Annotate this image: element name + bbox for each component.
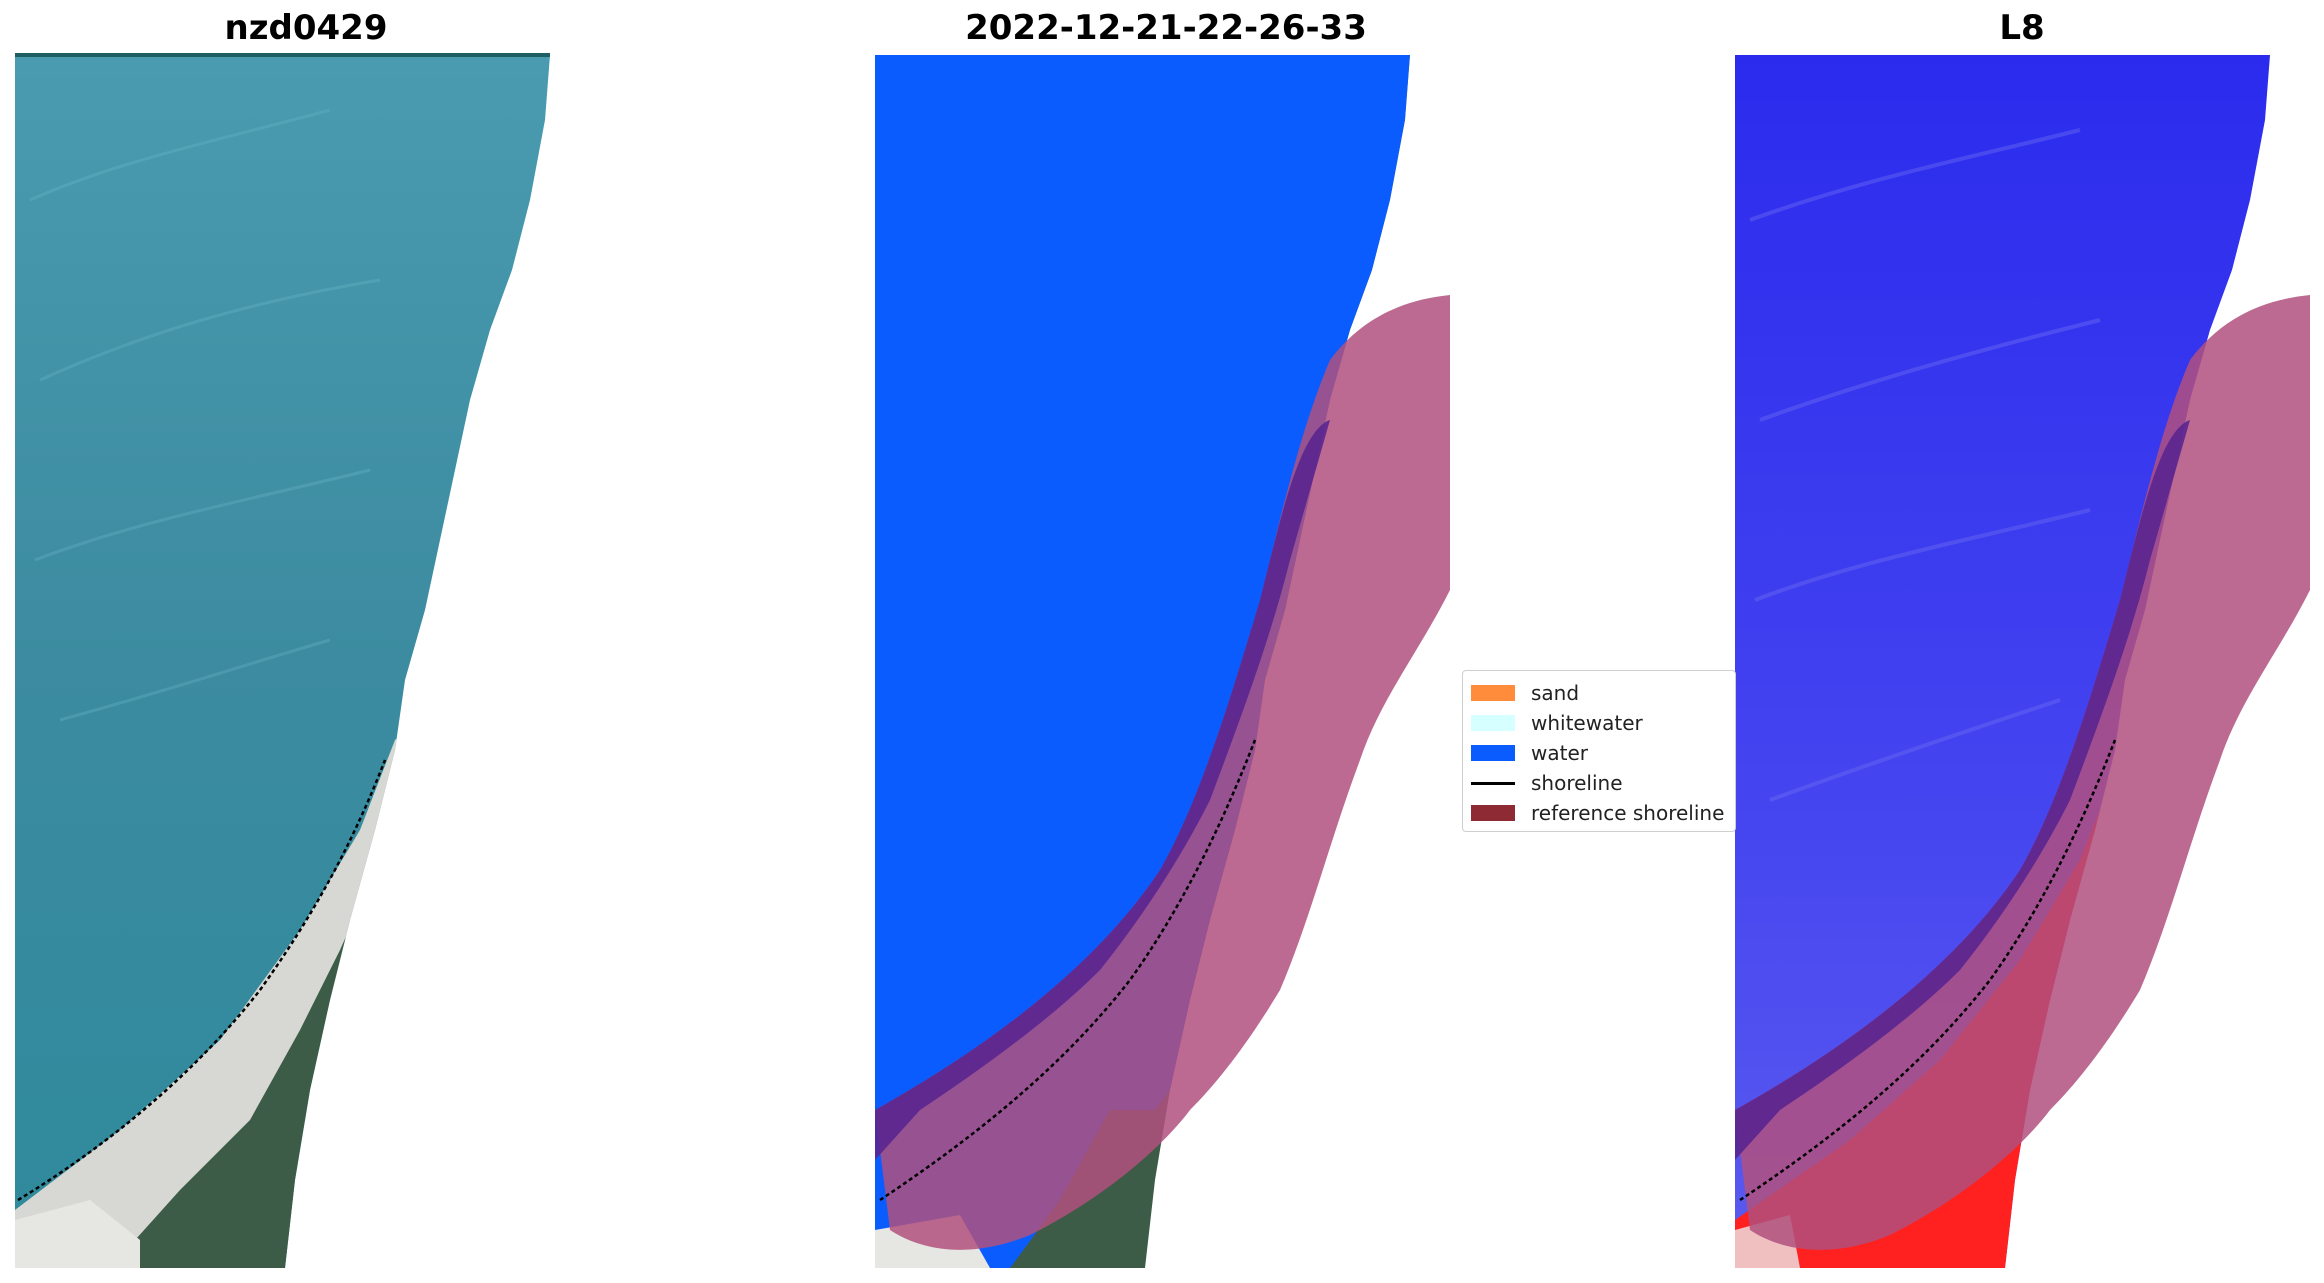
panel-rgb: nzd0429 [0,0,612,1283]
legend-label-shoreline: shoreline [1531,771,1623,795]
legend-label-reference-shoreline: reference shoreline [1531,801,1725,825]
panel-title-classification: 2022-12-21-22-26-33 [965,8,1367,48]
legend-item-shoreline: shoreline [1471,771,1623,795]
legend-swatch-water [1471,745,1515,761]
legend: sand whitewater water shoreline referenc… [1462,670,1736,832]
legend-swatch-whitewater [1471,715,1515,731]
legend-label-whitewater: whitewater [1531,711,1643,735]
rgb-image [15,53,550,1268]
panel-title-rgb: nzd0429 [224,8,388,48]
panel-classification: 2022-12-21-22-26-33 [860,0,1472,1283]
legend-label-sand: sand [1531,681,1580,705]
legend-line-shoreline [1471,781,1515,785]
classification-image [875,55,1450,1268]
legend-label-water: water [1531,741,1588,765]
index-image [1735,55,2310,1268]
legend-item-water: water [1471,741,1588,765]
legend-swatch-sand [1471,685,1515,701]
panel-index: L8 [1720,0,2324,1283]
legend-item-sand: sand [1471,681,1579,705]
legend-item-whitewater: whitewater [1471,711,1643,735]
legend-swatch-reference-shoreline [1471,805,1515,821]
panel-title-index: L8 [1999,8,2045,48]
legend-item-reference-shoreline: reference shoreline [1471,801,1724,825]
